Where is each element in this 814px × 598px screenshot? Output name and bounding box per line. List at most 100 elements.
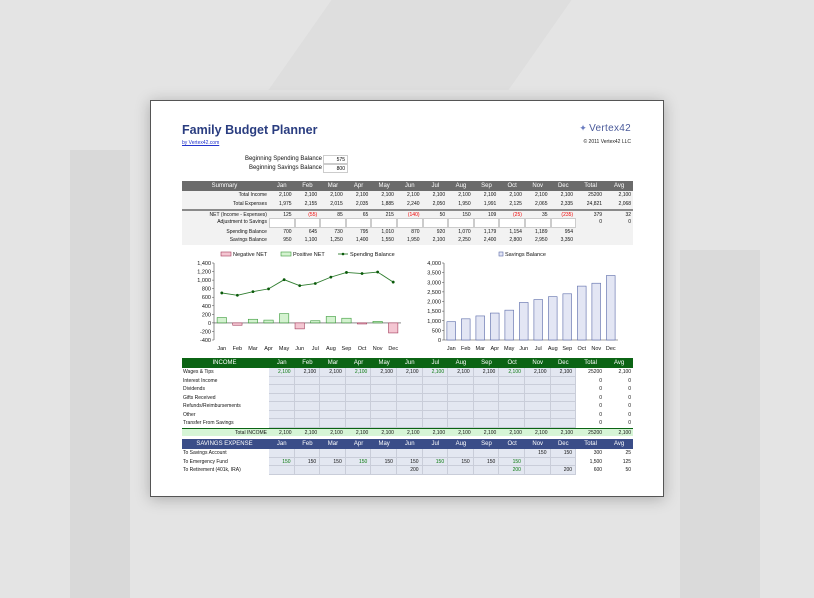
cell[interactable]	[448, 449, 474, 458]
cell[interactable]	[473, 410, 500, 419]
cell[interactable]	[524, 457, 551, 466]
cell[interactable]	[396, 410, 423, 419]
cell[interactable]	[371, 466, 397, 475]
cell[interactable]	[524, 376, 551, 385]
cell[interactable]	[268, 410, 295, 419]
cell[interactable]	[550, 457, 577, 466]
cell[interactable]	[499, 376, 525, 385]
cell[interactable]	[550, 385, 577, 394]
cell[interactable]	[448, 385, 474, 394]
cell[interactable]	[473, 466, 500, 475]
cell[interactable]	[524, 402, 551, 411]
cell[interactable]	[294, 410, 321, 419]
cell[interactable]	[473, 419, 500, 428]
cell[interactable]: 2,100	[320, 368, 346, 377]
cell[interactable]: 200	[550, 466, 577, 475]
cell[interactable]	[320, 385, 346, 394]
cell[interactable]	[396, 217, 423, 228]
cell[interactable]	[422, 385, 449, 394]
cell[interactable]	[499, 217, 525, 228]
cell[interactable]: 2,100	[550, 368, 577, 377]
cell[interactable]	[499, 385, 525, 394]
cell[interactable]: 150	[448, 457, 474, 466]
cell[interactable]: 150	[550, 449, 577, 458]
cell[interactable]	[448, 393, 474, 402]
cell[interactable]	[473, 449, 500, 458]
cell[interactable]	[294, 402, 321, 411]
cell[interactable]	[524, 393, 551, 402]
cell[interactable]	[371, 217, 397, 228]
cell[interactable]	[550, 376, 577, 385]
cell[interactable]	[345, 376, 372, 385]
cell[interactable]: 2,100	[396, 368, 423, 377]
cell[interactable]: 2,100	[345, 368, 372, 377]
cell[interactable]	[345, 402, 372, 411]
cell[interactable]: 2,100	[524, 368, 551, 377]
vertex42-link[interactable]: by Vertex42.com	[182, 140, 220, 146]
cell[interactable]	[499, 419, 525, 428]
cell[interactable]	[499, 449, 525, 458]
cell[interactable]: 150	[422, 457, 449, 466]
cell[interactable]	[396, 393, 423, 402]
cell[interactable]	[448, 217, 474, 228]
cell[interactable]	[268, 419, 295, 428]
cell[interactable]	[499, 410, 525, 419]
cell[interactable]: 2,100	[268, 368, 295, 377]
cell[interactable]	[371, 402, 397, 411]
cell[interactable]	[473, 402, 500, 411]
cell[interactable]: 2,100	[371, 368, 397, 377]
cell[interactable]: 150	[524, 449, 551, 458]
cell[interactable]	[345, 385, 372, 394]
cell[interactable]	[345, 217, 372, 228]
cell[interactable]	[524, 419, 551, 428]
cell[interactable]	[422, 217, 449, 228]
cell[interactable]	[320, 376, 346, 385]
cell[interactable]	[320, 217, 346, 228]
cell[interactable]	[320, 393, 346, 402]
cell[interactable]	[268, 393, 295, 402]
cell[interactable]	[268, 449, 295, 458]
cell[interactable]	[320, 402, 346, 411]
cell[interactable]: 2,100	[499, 368, 525, 377]
cell[interactable]	[524, 217, 551, 228]
cell[interactable]	[473, 376, 500, 385]
cell[interactable]	[448, 410, 474, 419]
cell[interactable]: 150	[294, 457, 321, 466]
cell[interactable]	[422, 449, 449, 458]
cell[interactable]	[294, 419, 321, 428]
cell[interactable]	[550, 217, 577, 228]
cell[interactable]	[422, 402, 449, 411]
cell[interactable]: 150	[320, 457, 346, 466]
cell[interactable]: 2,100	[422, 368, 449, 377]
cell[interactable]: 200	[396, 466, 423, 475]
cell[interactable]	[345, 449, 372, 458]
cell[interactable]	[371, 449, 397, 458]
cell[interactable]	[524, 385, 551, 394]
cell[interactable]	[448, 466, 474, 475]
cell[interactable]: 150	[268, 457, 295, 466]
cell[interactable]: 150	[345, 457, 372, 466]
cell[interactable]: 150	[473, 457, 500, 466]
cell[interactable]: 150	[371, 457, 397, 466]
cell[interactable]	[499, 393, 525, 402]
cell[interactable]	[396, 385, 423, 394]
cell[interactable]	[371, 393, 397, 402]
cell[interactable]	[448, 376, 474, 385]
cell[interactable]	[422, 466, 449, 475]
cell[interactable]: 200	[499, 466, 525, 475]
cell[interactable]	[473, 385, 500, 394]
cell[interactable]	[345, 419, 372, 428]
cell[interactable]	[473, 393, 500, 402]
cell[interactable]	[294, 217, 321, 228]
cell[interactable]	[268, 217, 295, 228]
cell[interactable]	[268, 376, 295, 385]
cell[interactable]	[422, 376, 449, 385]
cell[interactable]	[268, 402, 295, 411]
cell[interactable]: 150	[396, 457, 423, 466]
cell[interactable]	[524, 410, 551, 419]
cell[interactable]	[294, 449, 321, 458]
cell[interactable]	[320, 419, 346, 428]
cell[interactable]	[422, 393, 449, 402]
cell[interactable]	[473, 217, 500, 228]
cell[interactable]	[345, 393, 372, 402]
